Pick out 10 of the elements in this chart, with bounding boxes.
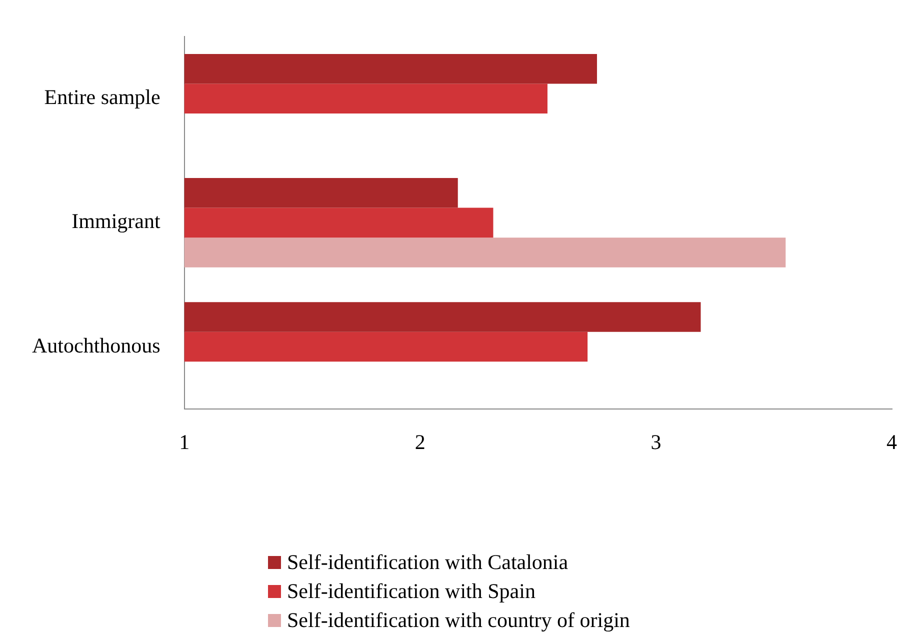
y-tick-label: Autochthonous — [32, 333, 160, 358]
y-tick-label: Immigrant — [72, 209, 160, 234]
y-tick-label: Entire sample — [44, 85, 160, 110]
legend-label: Self-identification with Spain — [287, 578, 536, 605]
legend-label: Self-identification with country of origin — [287, 607, 630, 634]
x-tick-label: 2 — [414, 430, 426, 454]
x-tick-label: 4 — [886, 430, 898, 454]
legend-label: Self-identification with Catalonia — [287, 549, 568, 576]
x-tick-label: 1 — [179, 430, 190, 454]
x-tick-label: 3 — [650, 430, 662, 454]
